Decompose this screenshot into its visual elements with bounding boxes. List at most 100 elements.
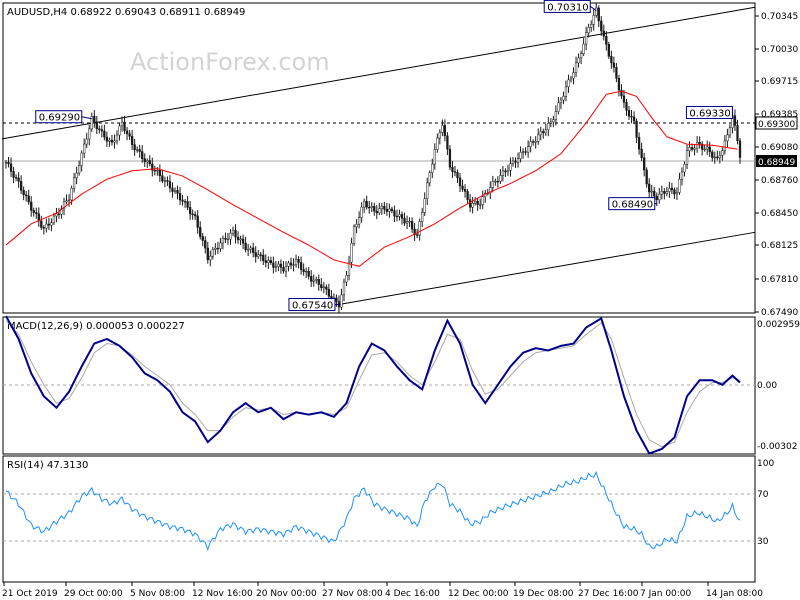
candle-body <box>32 210 35 213</box>
candle-body <box>605 35 608 45</box>
candle-body <box>738 140 742 158</box>
macd-panel-title: MACD(12,26,9) 0.000053 0.000227 <box>7 321 185 332</box>
candle-body <box>110 139 114 143</box>
candle-body <box>479 204 482 206</box>
candle-body <box>365 201 368 208</box>
candle-body <box>47 223 51 226</box>
candle-body <box>214 247 217 250</box>
candle-body <box>166 180 169 182</box>
price-tick-label: 0.69385 <box>761 110 798 120</box>
candle-body <box>120 121 124 127</box>
candle-body <box>428 172 431 184</box>
candle-body <box>188 207 192 215</box>
candle-body <box>521 151 525 153</box>
candle-body <box>279 263 283 268</box>
candle-body <box>574 62 578 73</box>
candle-body <box>282 267 285 272</box>
time-tick-label: 7 Jan 00:00 <box>640 589 692 599</box>
candle-body <box>456 171 459 179</box>
candle-body <box>241 238 245 244</box>
candle-body <box>564 86 568 97</box>
candle-body <box>292 264 295 266</box>
candle-body <box>600 20 603 32</box>
candle-body <box>52 215 56 224</box>
candle-body <box>635 120 638 138</box>
candle-body <box>246 249 250 251</box>
level-tag: 0.69300 <box>758 120 795 130</box>
candle-body <box>504 170 507 173</box>
candle-body <box>373 206 376 212</box>
candle-body <box>559 99 563 104</box>
time-tick-label: 19 Dec 08:00 <box>513 589 574 599</box>
candle-body <box>653 190 656 197</box>
candle-body <box>398 214 401 217</box>
candle-body <box>726 134 729 142</box>
rsi-panel-title: RSI(14) 47.3130 <box>7 460 88 471</box>
candle-body <box>229 232 232 240</box>
candle-body <box>57 213 61 215</box>
candle-body <box>80 152 83 166</box>
candle-body <box>236 236 240 241</box>
candle-body <box>368 206 371 209</box>
candle-body <box>287 262 290 267</box>
candle-body <box>403 218 406 224</box>
annotation-label: 0.70310 <box>547 2 588 13</box>
macd-line <box>5 315 741 455</box>
time-tick-label: 12 Nov 16:00 <box>192 589 253 599</box>
channel-lower-line <box>338 231 756 305</box>
watermark: ActionForex.com <box>130 48 330 76</box>
candle-body <box>385 208 389 212</box>
candle-body <box>307 270 310 277</box>
candle-body <box>658 193 661 201</box>
candle-body <box>476 201 479 205</box>
candle-body <box>509 163 512 171</box>
candle-body <box>663 191 666 194</box>
price-tick-label: 0.69715 <box>761 77 798 87</box>
price-annotations: 0.69290 0.70310 0.67540 0.68490 0.69330 <box>35 0 733 312</box>
candle-body <box>284 266 288 272</box>
annotation-leader <box>81 116 92 120</box>
candle-body <box>466 191 469 200</box>
candle-body <box>168 181 172 189</box>
candle-body <box>680 171 684 180</box>
candle-body <box>458 177 462 187</box>
candle-body <box>156 169 159 172</box>
candle-body <box>461 185 464 190</box>
price-tick-label: 0.67810 <box>761 275 798 285</box>
candle-body <box>423 198 426 213</box>
candle-body <box>163 180 167 182</box>
candle-body <box>42 227 45 229</box>
candle-body <box>88 128 91 140</box>
candle-body <box>723 140 727 151</box>
candle-body <box>569 77 573 81</box>
candle-body <box>302 269 305 272</box>
candle-body <box>562 96 565 101</box>
candle-body <box>221 237 225 244</box>
candle-body <box>272 262 275 268</box>
candle-body <box>650 190 653 193</box>
candle-body <box>357 217 361 225</box>
candle-body <box>259 254 262 256</box>
candle-body <box>706 146 709 150</box>
candle-body <box>468 199 472 208</box>
candle-body <box>27 195 30 203</box>
candle-body <box>93 115 96 123</box>
candle-body <box>433 149 436 165</box>
candle-body <box>610 55 613 64</box>
candle-body <box>7 161 10 165</box>
candle-body <box>219 242 222 249</box>
candle-body <box>547 123 550 131</box>
candle-body <box>62 201 66 210</box>
candle-body <box>315 279 318 281</box>
candle-body <box>716 156 719 159</box>
candle-body <box>206 247 209 261</box>
rsi-line <box>5 470 741 551</box>
candle-body <box>151 163 154 171</box>
candle-body <box>72 177 76 189</box>
candle-body <box>688 147 691 152</box>
price-tick-label: 0.67490 <box>761 308 798 318</box>
macd-panel-frame <box>2 316 756 455</box>
candle-body <box>496 180 500 183</box>
candle-body <box>595 7 598 16</box>
macd-tick-label: -0.00302 <box>757 442 797 452</box>
